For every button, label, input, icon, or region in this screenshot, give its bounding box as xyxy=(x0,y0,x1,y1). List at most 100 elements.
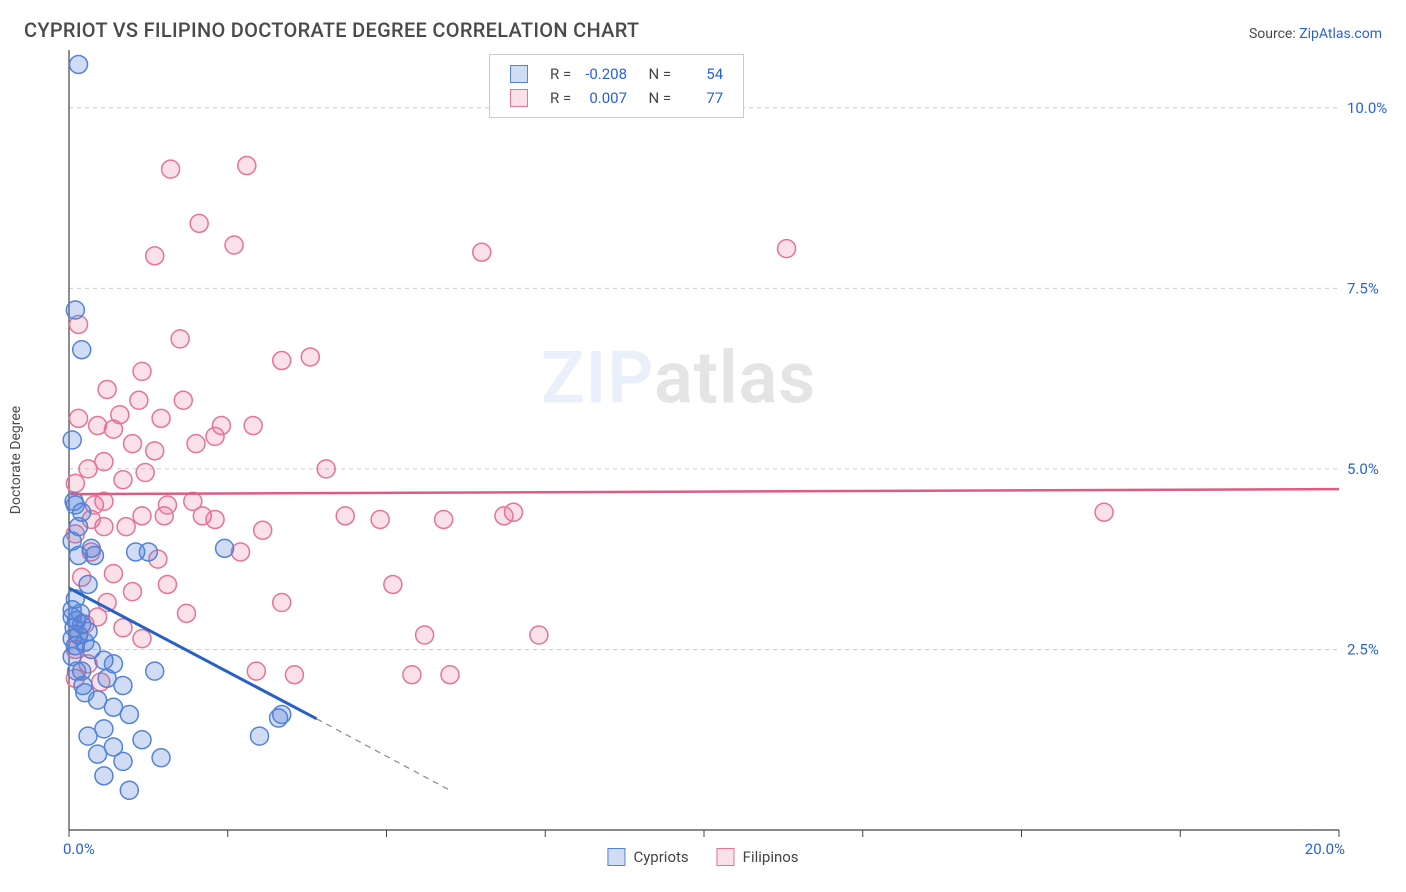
point-filipinos xyxy=(133,507,151,525)
point-filipinos xyxy=(114,471,132,489)
point-cypriots xyxy=(273,705,291,723)
legend-item-filipinos: Filipinos xyxy=(717,848,799,866)
header-bar: CYPRIOT VS FILIPINO DOCTORATE DEGREE COR… xyxy=(0,0,1406,50)
point-filipinos xyxy=(495,507,513,525)
point-filipinos xyxy=(146,442,164,460)
point-cypriots xyxy=(114,677,132,695)
stat-R-value: 0.007 xyxy=(579,87,633,109)
point-cypriots xyxy=(66,301,84,319)
point-filipinos xyxy=(146,247,164,265)
stat-row-filipinos: R =0.007 N =77 xyxy=(504,87,729,109)
stat-row-cypriots: R =-0.208 N =54 xyxy=(504,63,729,85)
point-filipinos xyxy=(174,391,192,409)
point-filipinos xyxy=(273,594,291,612)
point-filipinos xyxy=(79,460,97,478)
point-cypriots xyxy=(251,727,269,745)
legend-swatch xyxy=(717,848,735,866)
point-filipinos xyxy=(130,391,148,409)
point-filipinos xyxy=(371,510,389,528)
y-tick-label: 5.0% xyxy=(1347,460,1379,478)
stat-swatch xyxy=(504,63,542,85)
point-cypriots xyxy=(79,727,97,745)
point-filipinos xyxy=(254,521,272,539)
point-filipinos xyxy=(384,575,402,593)
chart-title: CYPRIOT VS FILIPINO DOCTORATE DEGREE COR… xyxy=(24,18,639,42)
y-tick-label: 7.5% xyxy=(1347,279,1379,297)
x-tick-label: 20.0% xyxy=(1305,840,1345,858)
point-filipinos xyxy=(117,518,135,536)
stat-N-value: 54 xyxy=(679,63,729,85)
stat-N-value: 77 xyxy=(679,87,729,109)
point-filipinos xyxy=(152,409,170,427)
point-filipinos xyxy=(98,380,116,398)
point-filipinos xyxy=(155,507,173,525)
point-filipinos xyxy=(158,575,176,593)
point-filipinos xyxy=(403,666,421,684)
point-cypriots xyxy=(216,539,234,557)
point-filipinos xyxy=(212,417,230,435)
point-filipinos xyxy=(285,666,303,684)
x-tick-label: 0.0% xyxy=(63,840,95,858)
point-filipinos xyxy=(66,474,84,492)
y-axis-label: Doctorate Degree xyxy=(8,406,24,514)
point-filipinos xyxy=(104,565,122,583)
correlation-stats-legend: R =-0.208 N =54R =0.007 N =77 xyxy=(489,54,744,118)
point-filipinos xyxy=(187,435,205,453)
point-filipinos xyxy=(435,510,453,528)
point-filipinos xyxy=(441,666,459,684)
stats-table: R =-0.208 N =54R =0.007 N =77 xyxy=(502,61,731,111)
point-cypriots xyxy=(85,547,103,565)
point-filipinos xyxy=(778,240,796,258)
point-filipinos xyxy=(225,236,243,254)
stat-R-label: R = xyxy=(544,87,577,109)
point-filipinos xyxy=(133,362,151,380)
scatter-chart: 2.5% 5.0% 7.5% 10.0% 0.0% 20.0% xyxy=(24,50,1399,870)
point-filipinos xyxy=(70,409,88,427)
point-filipinos xyxy=(206,510,224,528)
source-link[interactable]: ZipAtlas.com xyxy=(1299,26,1382,42)
trend-line-cypriots-extrapolated xyxy=(317,719,450,790)
legend-item-cypriots: Cypriots xyxy=(607,848,688,866)
point-cypriots xyxy=(146,662,164,680)
source-citation: Source: ZipAtlas.com xyxy=(1249,26,1382,42)
legend-swatch xyxy=(607,848,625,866)
point-cypriots xyxy=(70,55,88,73)
point-cypriots xyxy=(152,749,170,767)
point-cypriots xyxy=(89,745,107,763)
point-cypriots xyxy=(73,341,91,359)
legend-label: Cypriots xyxy=(633,848,688,866)
point-filipinos xyxy=(190,214,208,232)
point-cypriots xyxy=(74,677,92,695)
point-cypriots xyxy=(139,543,157,561)
point-filipinos xyxy=(124,583,142,601)
point-cypriots xyxy=(95,767,113,785)
point-filipinos xyxy=(111,406,129,424)
series-legend: Cypriots Filipinos xyxy=(607,848,798,866)
point-filipinos xyxy=(89,417,107,435)
point-filipinos xyxy=(1095,503,1113,521)
stat-R-label: R = xyxy=(544,63,577,85)
point-filipinos xyxy=(171,330,189,348)
point-filipinos xyxy=(416,626,434,644)
point-filipinos xyxy=(184,492,202,510)
point-filipinos xyxy=(231,543,249,561)
point-filipinos xyxy=(133,630,151,648)
legend-label: Filipinos xyxy=(743,848,799,866)
point-filipinos xyxy=(247,662,265,680)
point-filipinos xyxy=(530,626,548,644)
point-filipinos xyxy=(162,160,180,178)
y-tick-label: 10.0% xyxy=(1347,99,1387,117)
point-cypriots xyxy=(114,752,132,770)
trend-line-filipinos xyxy=(69,489,1339,494)
point-filipinos xyxy=(317,460,335,478)
stat-swatch xyxy=(504,87,542,109)
y-tick-label: 2.5% xyxy=(1347,640,1379,658)
chart-area: Doctorate Degree 2.5%5.0%7.5%10.0%0.0%20… xyxy=(24,50,1382,870)
point-filipinos xyxy=(238,157,256,175)
point-cypriots xyxy=(120,705,138,723)
source-label: Source: xyxy=(1249,26,1296,42)
point-filipinos xyxy=(244,417,262,435)
point-cypriots xyxy=(63,431,81,449)
stat-R-value: -0.208 xyxy=(579,63,633,85)
point-filipinos xyxy=(177,604,195,622)
